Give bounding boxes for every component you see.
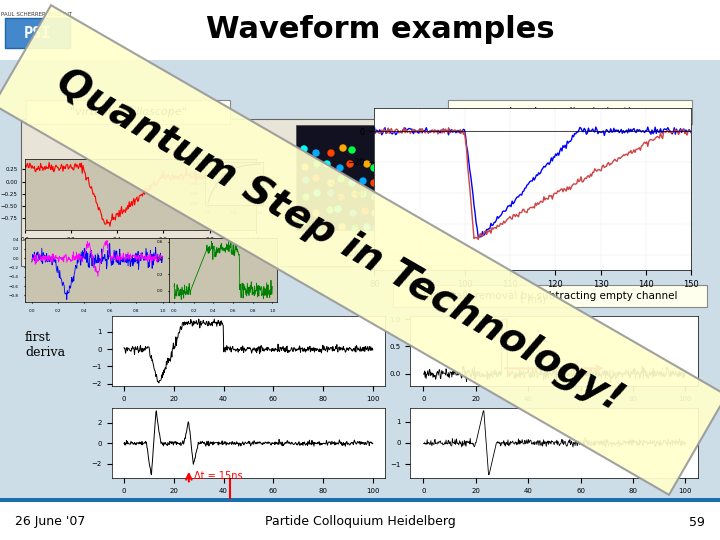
Circle shape [352,225,358,231]
Circle shape [313,210,319,216]
Text: original:: original: [25,204,78,217]
Circle shape [328,150,334,156]
FancyBboxPatch shape [448,100,692,124]
Circle shape [340,145,346,151]
Circle shape [303,194,309,200]
Text: PSI: PSI [23,25,50,40]
Text: Quantum Step in Technology!: Quantum Step in Technology! [50,62,630,418]
Text: "virtual oscilloscope": "virtual oscilloscope" [70,107,186,117]
Circle shape [328,190,334,196]
Polygon shape [0,5,720,495]
Text: 26 June '07: 26 June '07 [15,516,86,529]
Circle shape [314,190,320,196]
Text: 59: 59 [689,516,705,529]
FancyBboxPatch shape [21,119,408,266]
Circle shape [360,191,366,197]
Circle shape [372,210,378,216]
Text: first
deriva: first deriva [25,331,65,359]
Circle shape [372,194,378,200]
FancyBboxPatch shape [296,125,401,230]
Circle shape [371,165,377,171]
Circle shape [350,210,356,216]
Text: Partide Colloquium Heidelberg: Partide Colloquium Heidelberg [265,516,455,529]
Circle shape [301,146,307,152]
Circle shape [371,180,377,186]
Circle shape [337,165,343,171]
Circle shape [302,164,308,170]
FancyBboxPatch shape [0,500,720,540]
Text: PAUL SCHERRER INSTITUT: PAUL SCHERRER INSTITUT [1,12,73,17]
Circle shape [360,178,366,184]
Circle shape [324,161,330,167]
Circle shape [349,147,355,153]
Circle shape [313,150,319,156]
Y-axis label: mV: mV [331,181,341,197]
Circle shape [303,177,309,183]
Circle shape [339,224,345,230]
Circle shape [364,161,370,167]
Circle shape [373,225,379,231]
Circle shape [335,206,341,212]
Circle shape [314,161,320,167]
Circle shape [338,194,344,200]
Text: Δt = 15ns: Δt = 15ns [194,471,243,481]
FancyBboxPatch shape [0,0,720,60]
FancyBboxPatch shape [393,285,707,307]
X-axis label: t (ns): t (ns) [520,294,546,304]
Circle shape [327,207,333,213]
FancyBboxPatch shape [0,498,720,502]
Circle shape [313,175,319,181]
Circle shape [300,210,306,216]
FancyBboxPatch shape [5,18,70,48]
Circle shape [364,224,370,230]
FancyBboxPatch shape [26,100,230,124]
Circle shape [315,225,321,231]
Text: pulse shape discrimination: pulse shape discrimination [495,107,645,117]
Circle shape [338,176,344,182]
Circle shape [347,161,353,167]
Circle shape [362,208,368,214]
FancyBboxPatch shape [0,60,720,500]
Circle shape [349,180,355,186]
Circle shape [300,220,306,226]
Text: Waveform examples: Waveform examples [206,16,554,44]
Text: Crosstalk removal by subtracting empty channel: Crosstalk removal by subtracting empty c… [423,291,678,301]
Circle shape [328,180,334,186]
Circle shape [352,191,358,197]
Circle shape [324,222,330,228]
